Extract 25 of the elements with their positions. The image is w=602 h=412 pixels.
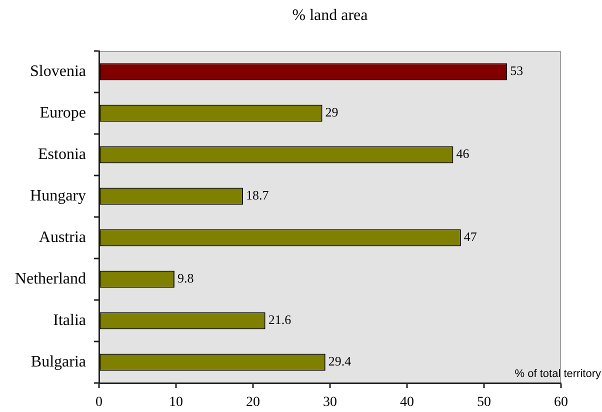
- data-label: 29: [325, 104, 338, 120]
- x-tick-label: 40: [400, 395, 414, 410]
- x-tick-label: 0: [96, 395, 102, 410]
- chart-title: % land area: [292, 7, 368, 24]
- x-tick-label: 10: [169, 395, 183, 410]
- data-label: 29.4: [328, 354, 352, 369]
- y-tick-label: Estonia: [38, 146, 86, 163]
- y-tick-label: Hungary: [30, 187, 86, 204]
- y-tick-label: Europe: [40, 104, 86, 122]
- y-tick-label: Italia: [53, 312, 86, 329]
- data-label: 53: [510, 63, 524, 78]
- y-tick-label: Austria: [38, 228, 86, 246]
- data-label: 46: [456, 146, 470, 162]
- data-label: 47: [464, 229, 478, 244]
- data-label: 9.8: [177, 270, 194, 286]
- x-tick-label: 30: [323, 395, 337, 410]
- y-tick-label: Bulgaria: [30, 353, 86, 370]
- y-tick-label: Slovenia: [30, 62, 86, 80]
- data-label: 21.6: [268, 312, 292, 328]
- x-tick-label: 50: [477, 395, 491, 410]
- x-axis-title: % of total territory: [514, 368, 602, 380]
- x-tick-label: 60: [554, 395, 568, 410]
- x-tick-label: 20: [246, 395, 260, 410]
- y-tick-label: Netherland: [14, 270, 86, 288]
- data-label: 18.7: [246, 188, 270, 203]
